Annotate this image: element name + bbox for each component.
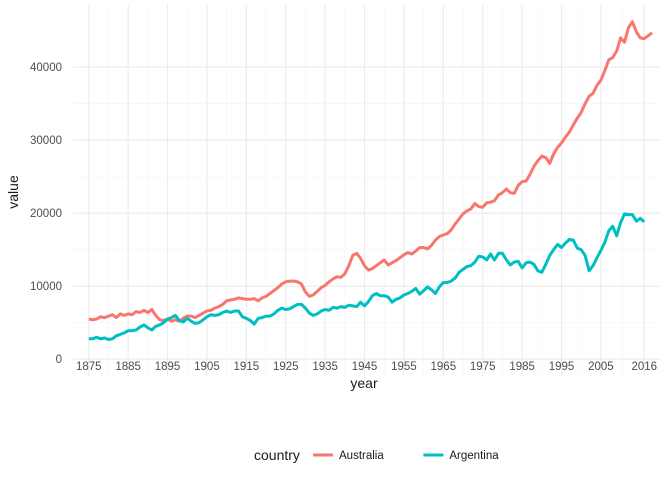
x-tick-label: 1915 — [234, 361, 260, 373]
y-tick-label: 20000 — [30, 208, 62, 220]
legend-title: country — [254, 447, 300, 463]
x-tick-label: 1895 — [155, 361, 181, 373]
x-tick-label: 1985 — [509, 361, 535, 373]
x-tick-label: 1975 — [470, 361, 496, 373]
y-axis-tick-labels: 0 10000 20000 30000 40000 — [30, 62, 62, 366]
x-tick-label: 1925 — [273, 361, 299, 373]
x-tick-label: 1885 — [115, 361, 141, 373]
legend: country Australia Argentina — [254, 447, 499, 463]
x-tick-label: 1945 — [352, 361, 378, 373]
x-tick-label: 2005 — [588, 361, 614, 373]
x-tick-label: 2016 — [631, 361, 657, 373]
legend-label-argentina: Argentina — [449, 450, 499, 462]
y-tick-label: 0 — [56, 354, 62, 366]
y-axis-title: value — [5, 175, 21, 209]
x-axis-title: year — [350, 375, 378, 391]
x-axis-tick-labels: 1875 1885 1895 1905 1915 1925 1935 1945 1955 1965… — [76, 361, 657, 373]
x-tick-label: 1995 — [549, 361, 575, 373]
x-tick-label: 1935 — [312, 361, 338, 373]
y-tick-label: 40000 — [30, 62, 62, 74]
y-tick-label: 10000 — [30, 281, 62, 293]
x-tick-label: 1875 — [76, 361, 102, 373]
x-tick-label: 1905 — [194, 361, 220, 373]
series-lines — [88, 20, 653, 341]
series-line-australia — [88, 20, 653, 323]
x-tick-label: 1955 — [391, 361, 417, 373]
x-tick-label: 1965 — [431, 361, 457, 373]
y-tick-label: 30000 — [30, 135, 62, 147]
series-line-argentina — [88, 212, 646, 341]
legend-label-australia: Australia — [339, 450, 384, 462]
